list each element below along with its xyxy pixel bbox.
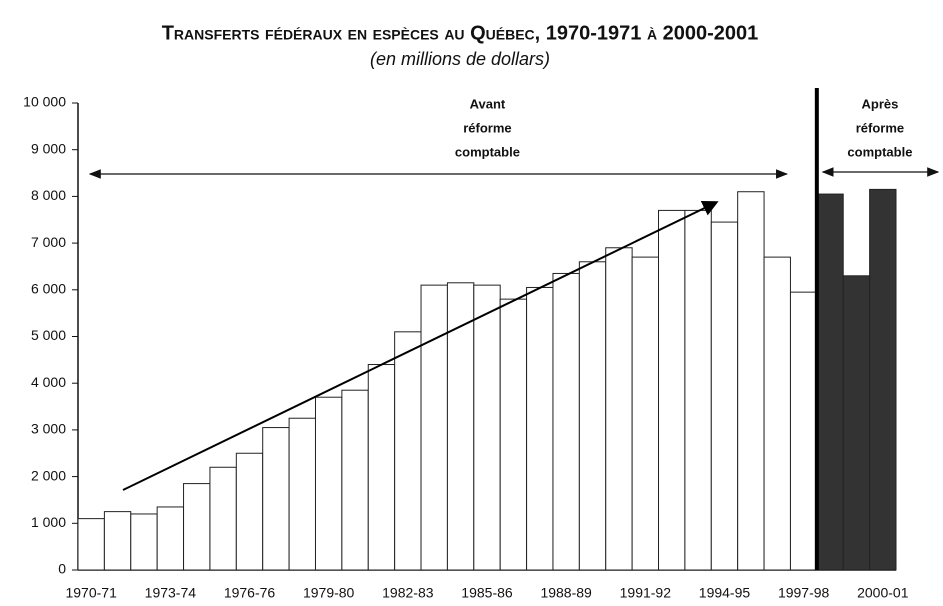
y-tick-label: 1 000 <box>31 514 66 530</box>
y-tick-label: 0 <box>58 561 66 577</box>
bar <box>183 483 211 571</box>
x-tick-label: 1985-86 <box>461 585 513 601</box>
y-tick-label: 2 000 <box>31 467 66 483</box>
bar <box>77 518 105 571</box>
bar <box>209 466 237 571</box>
bar <box>262 427 290 571</box>
bar <box>420 284 448 571</box>
annotation: réforme <box>856 120 904 135</box>
y-tick-label: 9 000 <box>31 140 66 156</box>
annotation: réforme <box>463 120 511 135</box>
annotation: Avant <box>470 96 506 111</box>
bar <box>394 331 422 571</box>
bar <box>473 284 501 571</box>
bar <box>526 286 554 571</box>
bar <box>341 389 369 571</box>
bar <box>499 298 528 571</box>
y-tick-label: 7 000 <box>31 234 66 250</box>
bar <box>130 513 158 571</box>
bar <box>367 364 396 571</box>
bar <box>842 275 871 571</box>
bar <box>869 188 897 571</box>
bar <box>631 256 660 571</box>
y-tick-label: 6 000 <box>31 281 66 297</box>
x-tick-label: 1994-95 <box>699 585 751 601</box>
bar <box>578 261 607 571</box>
x-tick-label: 1979-80 <box>303 585 355 601</box>
chart-subtitle: (en millions de dollars) <box>370 49 550 69</box>
annotation: comptable <box>847 144 912 159</box>
bar <box>737 191 765 571</box>
bar <box>156 506 185 571</box>
y-tick-label: 10 000 <box>23 94 66 110</box>
bar <box>710 221 739 571</box>
bar <box>763 256 791 571</box>
x-tick-label: 1988-89 <box>540 585 592 601</box>
bar <box>235 452 264 571</box>
bar <box>789 291 818 571</box>
y-tick-label: 5 000 <box>31 327 66 343</box>
bar <box>552 272 580 571</box>
x-tick-label: 2000-01 <box>857 585 909 601</box>
bar <box>314 396 343 571</box>
x-tick-label: 1973-74 <box>145 585 197 601</box>
chart-title: Transferts fédéraux en espèces au Québec… <box>162 22 759 44</box>
bar <box>816 193 844 571</box>
bar <box>103 511 132 571</box>
bar <box>605 247 633 571</box>
y-tick-label: 4 000 <box>31 374 66 390</box>
y-tick-label: 3 000 <box>31 421 66 437</box>
bar <box>684 209 712 571</box>
y-tick-label: 8 000 <box>31 187 66 203</box>
x-tick-label: 1976-76 <box>224 585 276 601</box>
x-tick-label: 1970-71 <box>65 585 117 601</box>
bar <box>658 209 686 571</box>
annotation: Après <box>861 96 898 111</box>
bar <box>288 417 316 571</box>
trend-arrow <box>122 201 719 491</box>
x-tick-label: 1991-92 <box>620 585 672 601</box>
annotation: comptable <box>455 144 520 159</box>
x-tick-label: 1997-98 <box>778 585 830 601</box>
x-tick-label: 1982-83 <box>382 585 434 601</box>
